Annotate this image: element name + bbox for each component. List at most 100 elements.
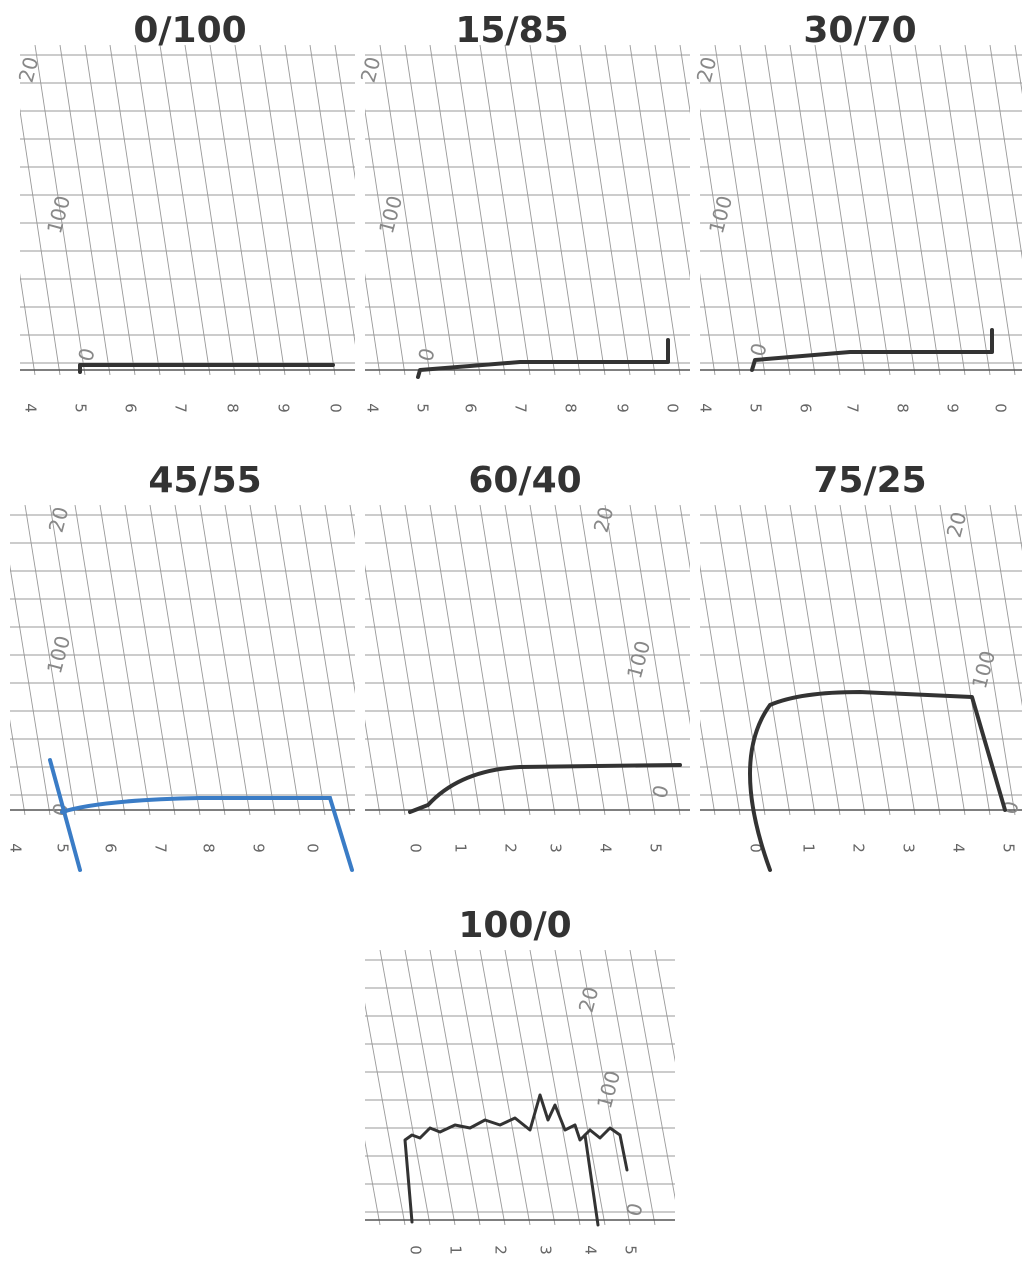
grid-line <box>604 950 656 1225</box>
x-label: 5 <box>622 1245 640 1255</box>
grid-line <box>74 505 126 815</box>
grid-line <box>529 45 581 375</box>
trace <box>583 1133 600 1227</box>
grid-line <box>404 950 456 1225</box>
grid-line <box>679 505 690 570</box>
grid-line <box>305 505 355 815</box>
grid-line <box>864 45 916 375</box>
grid-line <box>259 45 311 375</box>
x-label: 4 <box>697 403 715 413</box>
x-label: 7 <box>152 843 170 853</box>
x-label: 5 <box>747 403 765 413</box>
scale-label: 100 <box>592 1068 625 1111</box>
grid-line <box>10 719 26 815</box>
grid-line <box>1014 505 1022 552</box>
scale-label: 100 <box>967 648 1000 691</box>
grid-line <box>0 45 10 375</box>
x-label: 4 <box>582 1245 600 1255</box>
grid-line <box>209 45 261 375</box>
x-label: 5 <box>414 403 432 413</box>
chart-paper <box>700 45 1022 375</box>
x-label: 9 <box>275 403 293 413</box>
grid-line <box>839 45 891 375</box>
grid-line <box>199 505 251 815</box>
scale-label: 20 <box>574 984 604 1015</box>
grid-line <box>365 564 406 815</box>
grid-line <box>454 45 506 375</box>
x-label: 4 <box>22 403 40 413</box>
grid-line <box>159 45 211 375</box>
grid-line <box>739 45 791 375</box>
grid-line <box>429 505 481 815</box>
grid-line <box>379 505 431 815</box>
x-label: 5 <box>1000 843 1018 853</box>
scale-label: 100 <box>374 193 407 236</box>
x-label: 6 <box>122 403 140 413</box>
panel-title: 30/70 <box>803 10 916 51</box>
grid-line <box>429 950 481 1225</box>
scale-label: 0 <box>47 800 73 819</box>
grid-line <box>410 45 460 375</box>
grid-line <box>224 505 276 815</box>
x-label: 1 <box>800 843 818 853</box>
grid-line <box>839 505 891 815</box>
grid-line <box>124 505 176 815</box>
trace <box>48 758 82 872</box>
grid-line <box>284 45 336 375</box>
grid-line <box>365 272 381 375</box>
grid-line <box>454 950 506 1225</box>
x-label: 7 <box>844 403 862 413</box>
grid-line <box>34 45 86 375</box>
grid-line <box>84 45 136 375</box>
grid-line <box>739 505 791 815</box>
grid-line <box>109 45 161 375</box>
x-label: 5 <box>647 843 665 853</box>
grid-line <box>349 505 355 539</box>
grid-line <box>989 45 1022 260</box>
x-label: 7 <box>172 403 190 413</box>
scale-label: 0 <box>647 782 673 801</box>
grid-line <box>714 45 766 375</box>
x-label: 2 <box>492 1245 510 1255</box>
x-label: 3 <box>537 1245 555 1255</box>
grid-line <box>24 505 76 815</box>
x-label: 4 <box>7 843 25 853</box>
trace <box>748 690 1007 872</box>
x-label: 9 <box>250 843 268 853</box>
trace <box>60 796 354 872</box>
grid-line <box>789 505 841 815</box>
grid-line <box>700 272 716 375</box>
grid-line <box>429 45 481 375</box>
grid-line <box>49 505 101 815</box>
grid-line <box>334 45 355 181</box>
grid-line <box>700 564 741 815</box>
scale-label: 20 <box>44 504 74 535</box>
grid-line <box>764 45 816 375</box>
trace <box>403 1093 629 1224</box>
grid-line <box>299 505 351 815</box>
grid-line <box>1014 45 1022 95</box>
x-label: 2 <box>850 843 868 853</box>
scale-label: 100 <box>704 193 737 236</box>
panel-title: 45/55 <box>148 460 261 501</box>
x-label: 8 <box>224 403 242 413</box>
grid-line <box>629 45 681 375</box>
scale-label: 0 <box>621 1200 647 1219</box>
x-label: 0 <box>407 1245 425 1255</box>
x-label: 6 <box>462 403 480 413</box>
grid-line <box>134 45 186 375</box>
grid-line <box>365 1002 406 1225</box>
panel-title: 75/25 <box>813 460 926 501</box>
scale-label: 0 <box>73 345 99 364</box>
grid-line <box>404 45 456 375</box>
trace <box>416 338 670 379</box>
panel-title: 100/0 <box>458 905 571 946</box>
grid-line <box>504 45 556 375</box>
trace <box>408 763 682 814</box>
grid-line <box>365 107 406 375</box>
grid-line <box>889 45 941 375</box>
x-label: 7 <box>512 403 530 413</box>
grid-line <box>20 107 61 375</box>
grid-line <box>479 505 531 815</box>
